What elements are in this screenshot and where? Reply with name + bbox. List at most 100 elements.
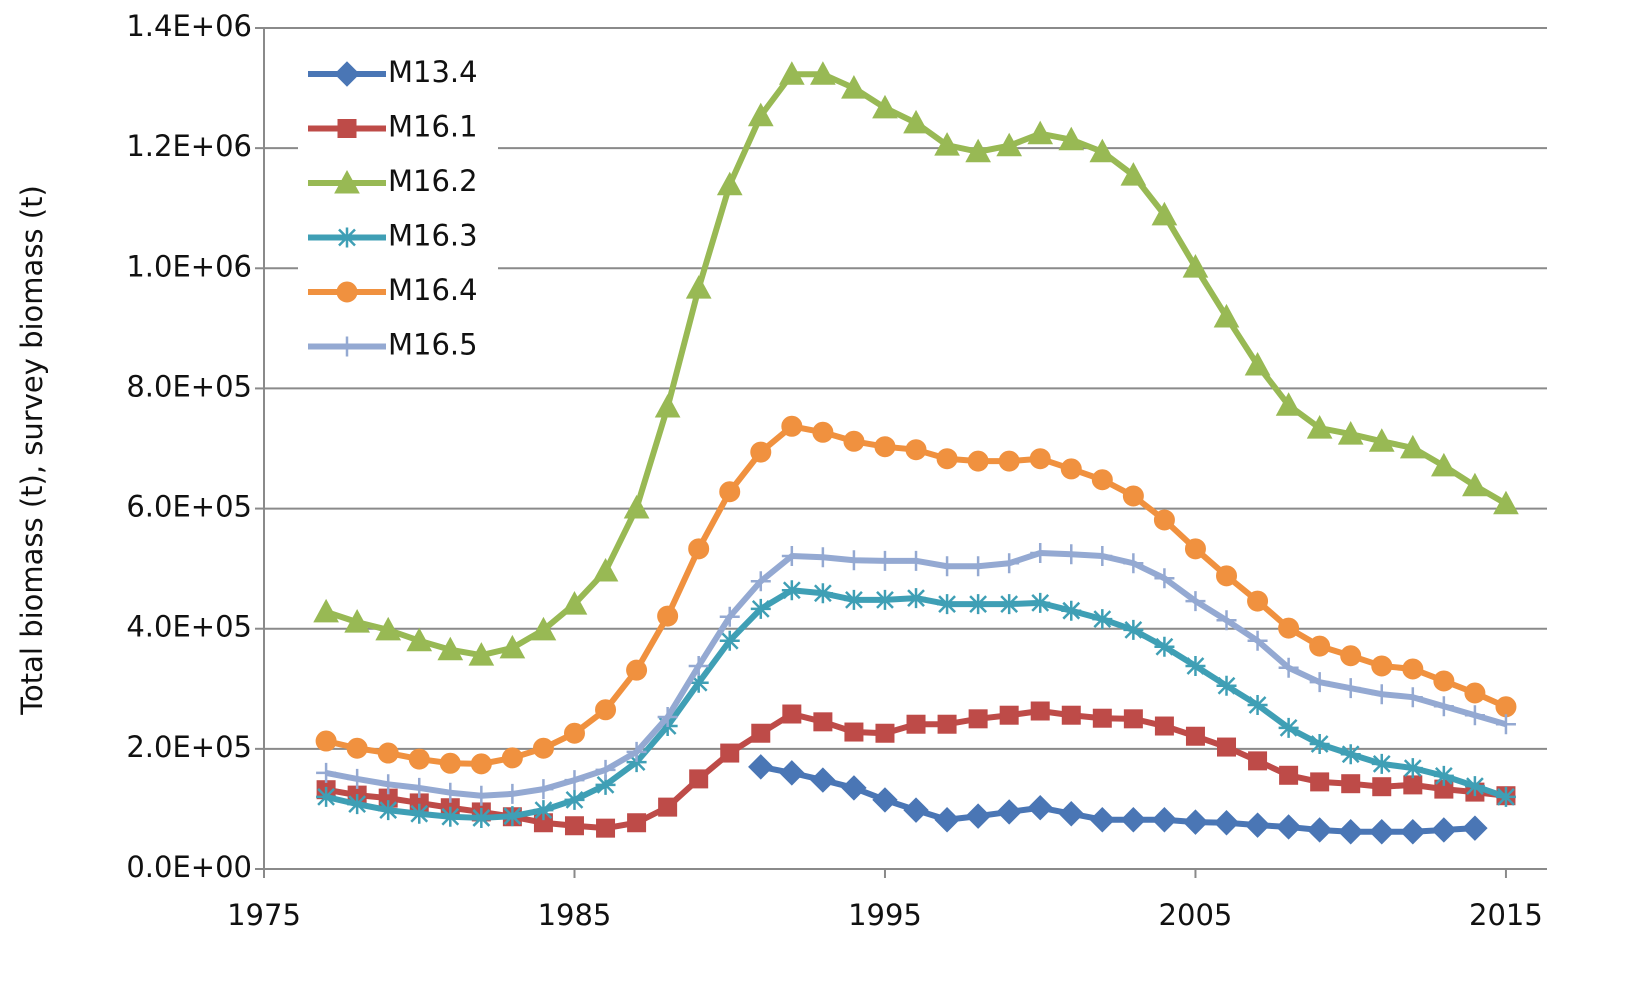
marker <box>1399 434 1426 459</box>
marker <box>378 774 399 795</box>
marker <box>627 813 647 833</box>
marker <box>781 415 803 437</box>
marker <box>999 594 1020 615</box>
marker <box>781 580 802 601</box>
marker <box>499 634 526 659</box>
marker <box>1123 619 1144 640</box>
marker <box>1402 758 1423 779</box>
marker <box>375 616 402 641</box>
legend-label: M16.2 <box>388 164 478 198</box>
marker <box>875 723 895 743</box>
marker <box>906 550 927 571</box>
marker <box>409 777 430 798</box>
marker <box>688 538 710 560</box>
marker <box>654 394 681 418</box>
marker <box>1372 777 1392 797</box>
marker <box>346 737 368 759</box>
legend-label: M16.5 <box>388 328 478 362</box>
marker <box>1091 469 1113 491</box>
marker <box>1182 809 1209 835</box>
marker <box>996 799 1022 825</box>
marker <box>1278 617 1300 639</box>
marker <box>1309 635 1331 657</box>
marker <box>1247 630 1268 651</box>
marker <box>747 102 774 127</box>
marker <box>689 769 709 789</box>
marker <box>1154 636 1175 657</box>
marker <box>1027 120 1054 145</box>
marker <box>843 589 864 610</box>
marker <box>937 556 958 577</box>
marker <box>1151 201 1178 226</box>
marker <box>810 61 836 85</box>
marker <box>1248 751 1268 771</box>
marker <box>1493 490 1519 515</box>
marker <box>1309 734 1330 755</box>
marker <box>337 119 357 138</box>
marker <box>906 588 927 609</box>
marker <box>595 759 616 780</box>
marker <box>1402 687 1423 708</box>
marker <box>471 785 492 806</box>
marker <box>1185 591 1206 612</box>
marker <box>937 594 958 615</box>
marker <box>1495 714 1516 735</box>
marker <box>1185 655 1206 676</box>
marker <box>1310 772 1330 792</box>
marker <box>1184 538 1206 560</box>
marker <box>841 775 867 801</box>
y-tick-label: 0.0E+00 <box>126 850 252 884</box>
marker <box>781 546 802 567</box>
marker <box>1030 592 1051 613</box>
marker <box>1154 716 1174 736</box>
marker <box>564 789 585 810</box>
marker <box>595 699 617 721</box>
marker <box>719 606 740 627</box>
y-tick-label: 8.0E+05 <box>126 369 252 403</box>
marker <box>841 75 867 99</box>
marker <box>968 709 988 729</box>
marker <box>751 723 771 743</box>
marker <box>1213 303 1240 328</box>
marker <box>1244 812 1271 838</box>
marker <box>1403 775 1423 795</box>
marker <box>316 762 337 783</box>
marker <box>533 800 554 821</box>
marker <box>906 714 926 734</box>
marker <box>439 752 461 774</box>
marker <box>1433 670 1455 692</box>
marker <box>1402 658 1424 680</box>
marker <box>1371 684 1392 705</box>
marker <box>1061 544 1082 565</box>
marker <box>1120 807 1147 833</box>
marker <box>688 672 709 693</box>
marker <box>1030 543 1051 564</box>
marker <box>748 754 774 780</box>
marker <box>408 748 430 770</box>
marker <box>1338 819 1364 845</box>
marker <box>334 61 360 87</box>
y-tick-label: 4.0E+05 <box>126 610 252 644</box>
marker <box>778 61 805 85</box>
marker <box>657 707 678 728</box>
marker <box>1123 709 1143 729</box>
marker <box>1306 415 1333 439</box>
marker <box>1278 717 1299 738</box>
marker <box>843 550 864 571</box>
marker <box>592 558 619 582</box>
marker <box>1092 708 1112 728</box>
y-axis-label: Total biomass (t), survey biomass (t) <box>15 185 49 716</box>
marker <box>1153 509 1175 531</box>
marker <box>595 774 616 795</box>
marker <box>626 741 647 762</box>
marker <box>532 737 554 759</box>
marker <box>344 609 370 633</box>
marker <box>1431 452 1457 477</box>
marker <box>530 616 557 641</box>
legend-box <box>298 44 498 381</box>
marker <box>502 806 523 827</box>
legend-label: M16.1 <box>388 110 478 144</box>
marker <box>685 275 712 299</box>
marker <box>1306 817 1333 843</box>
